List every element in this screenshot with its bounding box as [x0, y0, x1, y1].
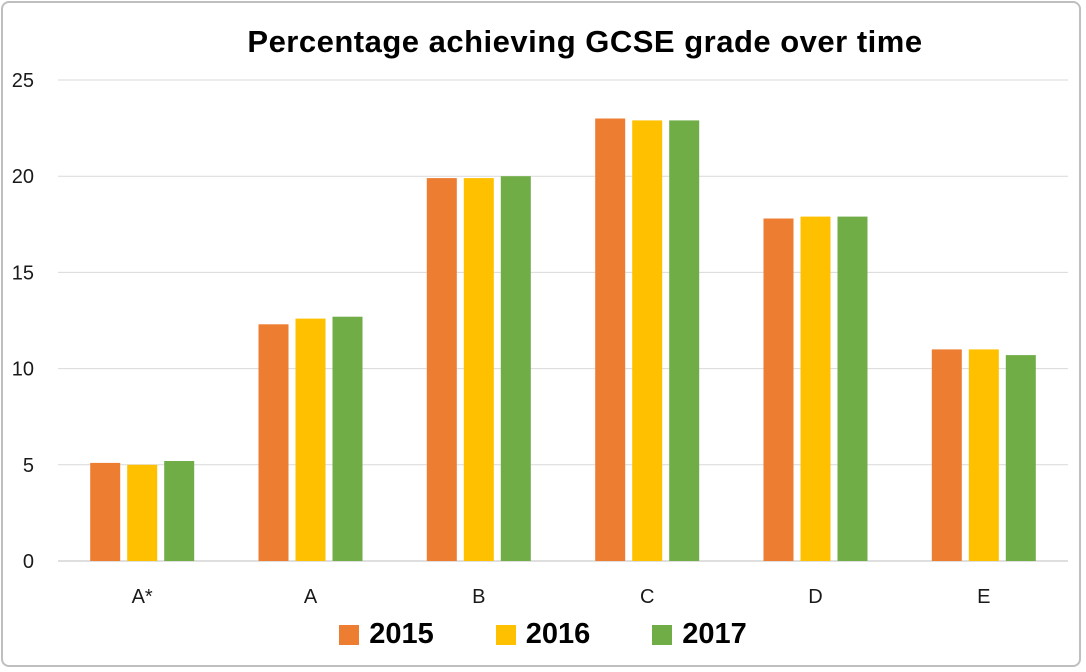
legend-swatch [495, 624, 516, 645]
bar-2015-A* [90, 462, 121, 561]
y-tick-label: 15 [12, 262, 34, 284]
y-tick-label: 20 [12, 166, 34, 188]
bar-2017-A [332, 316, 363, 561]
bar-2016-A* [127, 464, 158, 561]
legend-label: 2015 [369, 618, 434, 650]
chart-title: Percentage achieving GCSE grade over tim… [247, 24, 923, 59]
bar-2016-E [968, 349, 999, 561]
y-tick-label: 5 [23, 455, 34, 477]
bar-2017-D [837, 216, 868, 561]
legend-swatch [339, 624, 360, 645]
legend-item-2017: 2017 [652, 618, 747, 651]
bar-2016-B [463, 178, 494, 561]
bar-2015-A [258, 324, 289, 561]
legend-item-2016: 2016 [495, 618, 591, 651]
bar-2017-B [500, 176, 531, 561]
y-tick-label: 10 [12, 359, 34, 381]
bar-2016-D [800, 216, 831, 561]
bar-2017-E [1005, 355, 1036, 561]
bar-2017-A* [164, 461, 195, 561]
bar-2015-D [763, 218, 794, 561]
x-tick-label: B [472, 586, 485, 608]
legend-label: 2016 [525, 618, 591, 650]
bar-2015-B [426, 178, 457, 561]
x-tick-label: E [977, 586, 990, 608]
y-tick-label: 25 [12, 70, 34, 92]
bar-2015-E [931, 349, 962, 561]
bar-2015-C [595, 118, 626, 561]
bar-2016-A [295, 318, 326, 561]
legend-swatch [652, 624, 673, 645]
x-tick-label: A* [132, 586, 153, 608]
legend-item-2015: 2015 [339, 618, 434, 651]
bar-2016-C [632, 120, 663, 562]
legend-label: 2017 [682, 618, 747, 650]
y-tick-label: 0 [23, 551, 34, 573]
x-tick-label: D [808, 586, 822, 608]
chart-legend: 2015 2016 2017 [0, 618, 1086, 651]
x-tick-label: C [640, 586, 654, 608]
bar-2017-C [669, 120, 700, 562]
chart-plot-area: 0 5 10 15 20 25 A* A B C D E [12, 70, 1068, 608]
x-tick-label: A [304, 586, 318, 608]
